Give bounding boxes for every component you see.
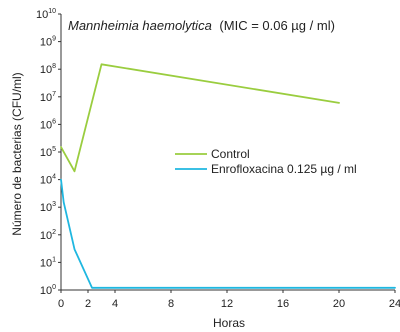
- series-line-0: [60, 63, 340, 173]
- y-tick-label: 104: [40, 174, 56, 187]
- chart-title-rest: (MIC = 0.06 µg / ml): [219, 18, 335, 33]
- y-tick-base: 10: [40, 202, 52, 214]
- y-tick-base: 10: [40, 257, 52, 269]
- chart-title: Mannheimia haemolytica (MIC = 0.06 µg / …: [68, 18, 335, 33]
- y-tick-exponent: 1: [52, 256, 56, 263]
- legend-label-1: Enrofloxacina 0.125 µg / ml: [211, 162, 357, 176]
- series-line-1: [60, 178, 396, 289]
- y-tick-label: 106: [40, 118, 56, 131]
- y-tick-label: 102: [40, 229, 56, 242]
- y-tick-exponent: 6: [52, 118, 56, 125]
- y-tick-exponent: 2: [52, 229, 56, 236]
- y-tick-base: 10: [40, 230, 52, 242]
- y-tick-base: 10: [40, 92, 52, 104]
- y-axis-label: Número de bacterias (CFU/ml): [10, 72, 24, 235]
- x-tick-label: 0: [58, 298, 64, 310]
- y-tick-exponent: 10: [48, 8, 56, 15]
- y-tick-base: 10: [40, 64, 52, 76]
- x-tick-label: 4: [112, 298, 118, 310]
- y-tick-exponent: 4: [52, 174, 56, 181]
- x-tick-label: 20: [333, 298, 345, 310]
- y-tick-base: 10: [36, 9, 48, 21]
- x-axis-label: Horas: [213, 316, 245, 330]
- y-tick-exponent: 3: [52, 201, 56, 208]
- x-tick-label: 12: [221, 298, 233, 310]
- x-tick-label: 24: [389, 298, 400, 310]
- y-tick-label: 109: [40, 36, 56, 49]
- y-tick-label: 100: [40, 284, 56, 297]
- y-tick-exponent: 5: [52, 146, 56, 153]
- y-tick-label: 103: [40, 201, 56, 214]
- y-tick-base: 10: [40, 147, 52, 159]
- x-tick-label: 16: [277, 298, 289, 310]
- x-ticks: 0 2 4 8 12 16 20 24: [58, 290, 400, 310]
- y-tick-label: 101: [40, 256, 56, 269]
- y-tick-base: 10: [40, 119, 52, 131]
- series-group: [60, 63, 396, 289]
- y-tick-label: 107: [40, 91, 56, 104]
- y-tick-base: 10: [40, 285, 52, 297]
- y-tick-label: 108: [40, 63, 56, 76]
- y-tick-exponent: 0: [52, 284, 56, 291]
- y-tick-base: 10: [40, 37, 52, 49]
- y-tick-base: 10: [40, 175, 52, 187]
- y-tick-label: 105: [40, 146, 56, 159]
- y-tick-exponent: 7: [52, 91, 56, 98]
- legend-label-0: Control: [211, 147, 250, 161]
- y-tick-exponent: 9: [52, 36, 56, 43]
- x-tick-label: 2: [85, 298, 91, 310]
- y-tick-label: 1010: [36, 8, 56, 21]
- x-tick-label: 8: [168, 298, 174, 310]
- chart-title-species: Mannheimia haemolytica: [68, 18, 212, 33]
- y-tick-exponent: 8: [52, 63, 56, 70]
